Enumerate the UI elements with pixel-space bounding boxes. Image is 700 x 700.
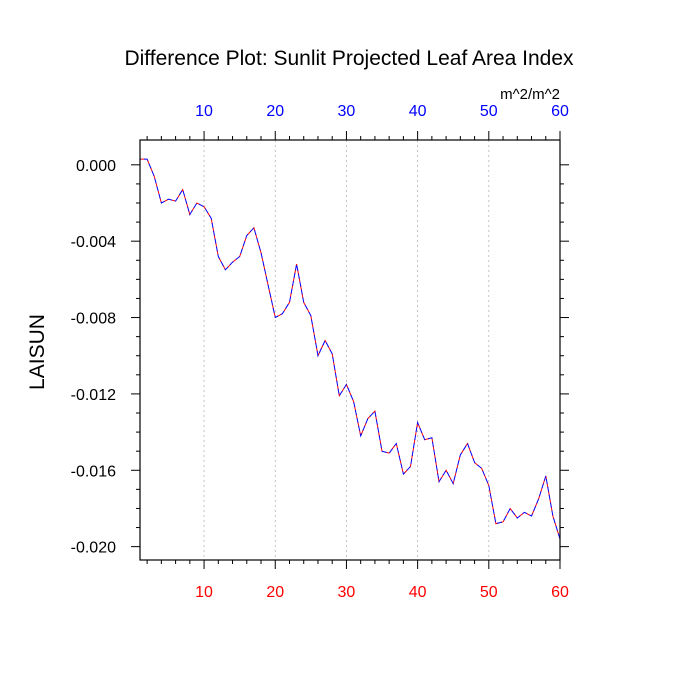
y-axis-label: LAISUN [26, 314, 49, 390]
y-tick-label: -0.004 [71, 234, 116, 251]
x-tick-label-bottom: 10 [195, 584, 213, 601]
y-tick-label: -0.016 [71, 463, 116, 480]
x-tick-label-bottom: 50 [480, 584, 498, 601]
y-tick-label: -0.012 [71, 387, 116, 404]
x-tick-label-top: 20 [266, 103, 284, 120]
x-tick-label-bottom: 60 [551, 584, 569, 601]
x-tick-label-top: 60 [551, 103, 569, 120]
tick-labels: 10 10 20 20 30 30 40 40 50 50 60 60 0.000 -0.004 -0.00… [71, 103, 569, 601]
x-tick-label-top: 50 [480, 103, 498, 120]
x-tick-label-top: 30 [338, 103, 356, 120]
axis-ticks [131, 131, 569, 569]
x-tick-label-bottom: 40 [409, 584, 427, 601]
chart-title: Difference Plot: Sunlit Projected Leaf A… [124, 47, 574, 70]
y-tick-label: 0.000 [76, 158, 116, 175]
y-tick-label: -0.008 [71, 311, 116, 328]
plot-frame [139, 139, 561, 561]
series-line-blue [140, 158, 561, 540]
gridlines [203, 140, 561, 560]
x-tick-label-top: 40 [409, 103, 427, 120]
series-line-red [140, 158, 561, 540]
y-tick-label: -0.020 [71, 540, 116, 557]
x-tick-label-bottom: 30 [338, 584, 356, 601]
x-tick-label-top: 10 [195, 103, 213, 120]
units-label: m^2/m^2 [500, 86, 560, 103]
data-series [140, 158, 561, 540]
x-tick-label-bottom: 20 [266, 584, 284, 601]
